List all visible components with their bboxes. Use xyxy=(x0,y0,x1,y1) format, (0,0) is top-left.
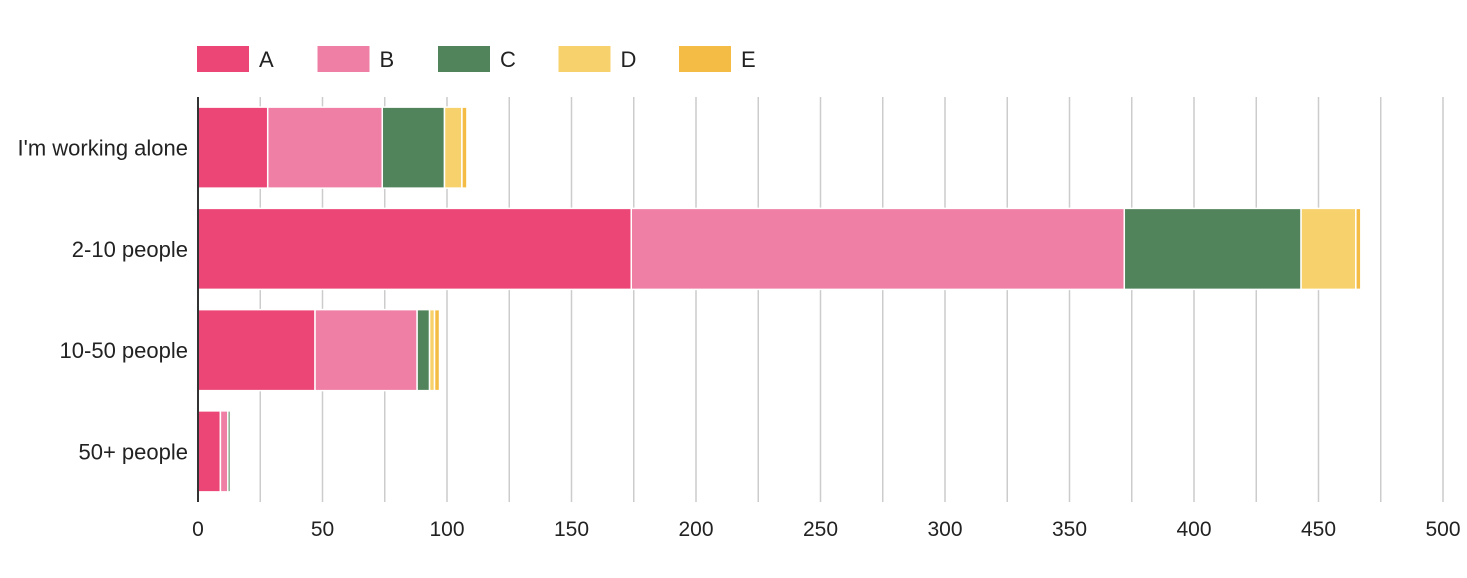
x-tick-label: 450 xyxy=(1301,518,1336,541)
bar-segment-c xyxy=(1123,207,1302,291)
bar-segment-e xyxy=(433,308,441,392)
bar-segment-b xyxy=(630,207,1126,291)
legend-label: C xyxy=(500,47,516,72)
bar-segment-b xyxy=(219,410,229,493)
x-tick-label: 100 xyxy=(429,518,464,541)
bar-segment-a xyxy=(197,207,633,291)
category-label: I'm working alone xyxy=(18,136,189,161)
bar-segment-c xyxy=(416,308,431,392)
legend-label: A xyxy=(259,47,274,72)
legend-swatch-c xyxy=(438,46,490,72)
legend-swatch-e xyxy=(679,46,731,72)
legend-label: D xyxy=(621,47,637,72)
x-tick-label: 300 xyxy=(927,518,962,541)
bar-segment-b xyxy=(314,308,418,392)
x-tick-label: 400 xyxy=(1176,518,1211,541)
legend-label: E xyxy=(741,47,756,72)
legend-swatch-d xyxy=(558,46,611,72)
x-tick-label: 350 xyxy=(1052,518,1087,541)
bar-segment-a xyxy=(197,106,269,189)
bar-segment-a xyxy=(197,308,316,392)
bars xyxy=(197,106,1362,493)
gridlines xyxy=(259,97,1444,502)
x-tick-label: 50 xyxy=(311,518,334,541)
bar-segment-a xyxy=(197,410,222,493)
legend: A B C D E xyxy=(197,46,756,72)
bar-segment-c xyxy=(227,410,232,493)
category-labels: I'm working alone 2-10 people 10-50 people… xyxy=(18,136,189,465)
bar-segment-e xyxy=(1355,207,1362,291)
category-label: 10-50 people xyxy=(60,338,188,363)
bar-segment-c xyxy=(381,106,446,189)
bar-segment-b xyxy=(266,106,384,189)
x-tick-label: 250 xyxy=(803,518,838,541)
category-label: 50+ people xyxy=(79,439,189,464)
bar-segment-e xyxy=(461,106,468,189)
x-tick-label: 500 xyxy=(1425,518,1460,541)
x-tick-label: 200 xyxy=(678,518,713,541)
x-tick-label: 150 xyxy=(554,518,589,541)
legend-swatch-a xyxy=(197,46,249,72)
x-tick-label: 0 xyxy=(192,518,204,541)
legend-swatch-b xyxy=(317,46,370,72)
bar-segment-d xyxy=(1300,207,1357,291)
category-label: 2-10 people xyxy=(72,237,188,262)
x-tick-labels: 0 50 100 150 200 250 300 350 400 450 500 xyxy=(192,518,1460,541)
legend-label: B xyxy=(380,47,395,72)
bar-segment-d xyxy=(443,106,463,189)
